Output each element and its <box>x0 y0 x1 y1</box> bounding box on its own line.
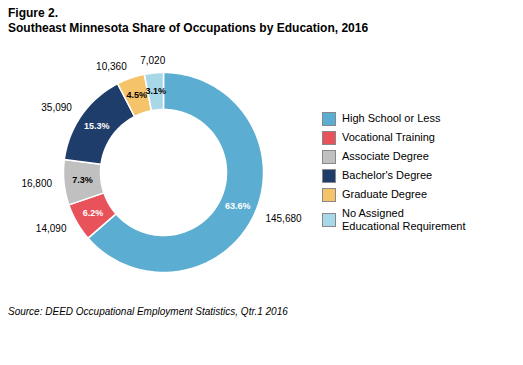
svg-text:7,020: 7,020 <box>140 55 165 66</box>
html-text:Graduate Degree: Graduate Degree <box>342 188 427 200</box>
svg-text:63.6%: 63.6% <box>225 201 251 211</box>
svg-text:4.5%: 4.5% <box>126 90 147 100</box>
svg-text:15.3%: 15.3% <box>84 121 110 131</box>
svg-text:7.3%: 7.3% <box>72 175 93 185</box>
html-text:Associate Degree: Associate Degree <box>342 150 429 162</box>
svg-text:14,090: 14,090 <box>36 223 67 234</box>
svg-text:145,680: 145,680 <box>265 213 302 224</box>
html-text:Figure 2.: Figure 2. <box>8 6 58 20</box>
html-text:Vocational Training: Vocational Training <box>342 131 435 143</box>
html-text:Southeast Minnesota Share of O: Southeast Minnesota Share of Occupations… <box>8 21 369 35</box>
html-text:No Assigned Educational Requir: No Assigned Educational Requirement <box>342 206 466 232</box>
html-text:High School or Less: High School or Less <box>342 112 441 124</box>
svg-text:35,090: 35,090 <box>41 102 72 113</box>
svg-text:6.2%: 6.2% <box>83 208 104 218</box>
svg-text:3.1%: 3.1% <box>145 86 166 96</box>
svg-text:10,360: 10,360 <box>96 61 127 72</box>
html-text:Bachelor's Degree: Bachelor's Degree <box>342 169 433 181</box>
svg-text:16,800: 16,800 <box>21 178 52 189</box>
html-text:Source: DEED Occupational Empl: Source: DEED Occupational Employment Sta… <box>8 306 288 317</box>
